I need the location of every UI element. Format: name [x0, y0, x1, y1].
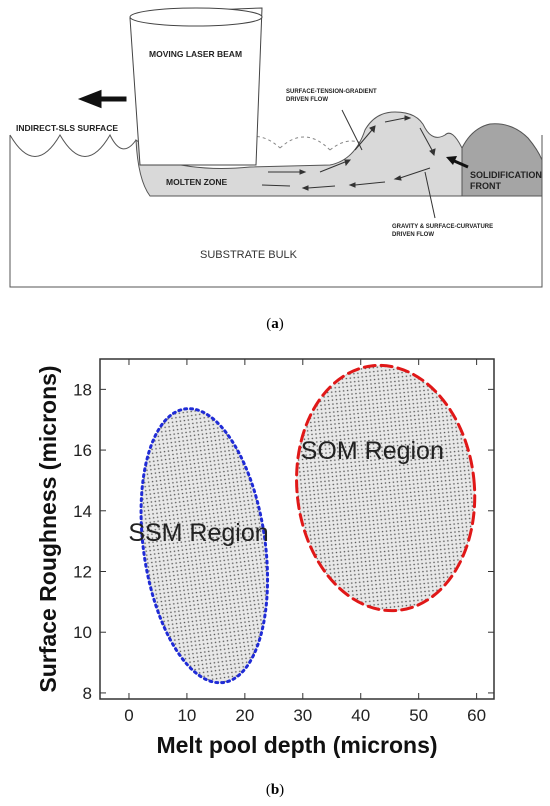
y-tick-label-3: 14 — [73, 502, 92, 521]
gravity-label: GRAVITY & SURFACE-CURVATURE DRIVEN FLOW — [392, 224, 495, 238]
sls-schematic: MOVING LASER BEAM INDIRECT-SLS SURFACE S… — [9, 7, 544, 288]
x-tick-label-2: 20 — [235, 706, 254, 725]
region-1 — [295, 363, 477, 613]
molten-zone-shape — [135, 111, 463, 197]
indirect-sls-label: INDIRECT-SLS SURFACE — [16, 123, 118, 133]
flow-arrows — [261, 115, 436, 191]
indirect-sls-surface — [9, 133, 137, 157]
surface-tension-label: SURFACE-TENSION-GRADIENT DRIVEN FLOW — [286, 89, 378, 103]
y-axis-ticks: 8 10 12 14 16 18 — [73, 380, 494, 703]
solidification-arrowhead — [446, 156, 457, 165]
solidified-region — [461, 123, 543, 197]
region-label-0: SSM Region — [128, 519, 268, 547]
y-tick-label-5: 18 — [73, 380, 92, 399]
x-axis-ticks: 0 10 20 30 40 50 60 — [124, 359, 486, 725]
solidification-label-line1: SOLIDIFICATION — [470, 170, 542, 180]
molten-zone-label: MOLTEN ZONE — [166, 177, 228, 187]
laser-beam-top — [129, 7, 263, 27]
laser-label: MOVING LASER BEAM — [149, 49, 242, 59]
surface-tension-label-line2: DRIVEN FLOW — [286, 97, 328, 103]
x-tick-label-4: 40 — [351, 706, 370, 725]
substrate-label: SUBSTRATE BULK — [200, 249, 298, 261]
y-tick-label-2: 12 — [73, 563, 92, 582]
solidification-label-line2: FRONT — [470, 181, 501, 191]
regions: SSM Region SOM Region — [128, 363, 477, 685]
tension-pointer — [341, 109, 363, 151]
region-label-1: SOM Region — [301, 437, 444, 465]
y-tick-label-0: 8 — [83, 684, 92, 703]
roughness-chart: 0 10 20 30 40 50 60 8 10 12 14 16 18 SSM Region SOM … — [35, 358, 495, 758]
x-tick-label-1: 10 — [177, 706, 196, 725]
gravity-label-line2: DRIVEN FLOW — [392, 232, 434, 238]
caption-a-letter: a — [271, 316, 279, 332]
solidification-label: SOLIDIFICATION FRONT — [470, 170, 544, 191]
gravity-label-line1: GRAVITY & SURFACE-CURVATURE — [392, 224, 493, 230]
y-tick-label-1: 10 — [73, 623, 92, 642]
x-axis-label: Melt pool depth (microns) — [156, 732, 437, 758]
region-0 — [139, 407, 270, 685]
x-tick-label-6: 60 — [467, 706, 486, 725]
caption-b: (b) — [265, 782, 285, 798]
gravity-pointer — [424, 171, 436, 219]
travel-direction-arrow — [77, 89, 127, 109]
x-tick-label-3: 30 — [293, 706, 312, 725]
x-tick-label-5: 50 — [409, 706, 428, 725]
x-tick-label-0: 0 — [124, 706, 133, 725]
y-tick-label-4: 16 — [73, 441, 92, 460]
caption-a: (a) — [266, 316, 284, 332]
surface-tension-label-line1: SURFACE-TENSION-GRADIENT — [286, 89, 377, 95]
y-axis-label: Surface Roughness (microns) — [35, 365, 61, 692]
caption-b-letter: b — [270, 782, 280, 798]
laser-beam — [129, 7, 263, 166]
